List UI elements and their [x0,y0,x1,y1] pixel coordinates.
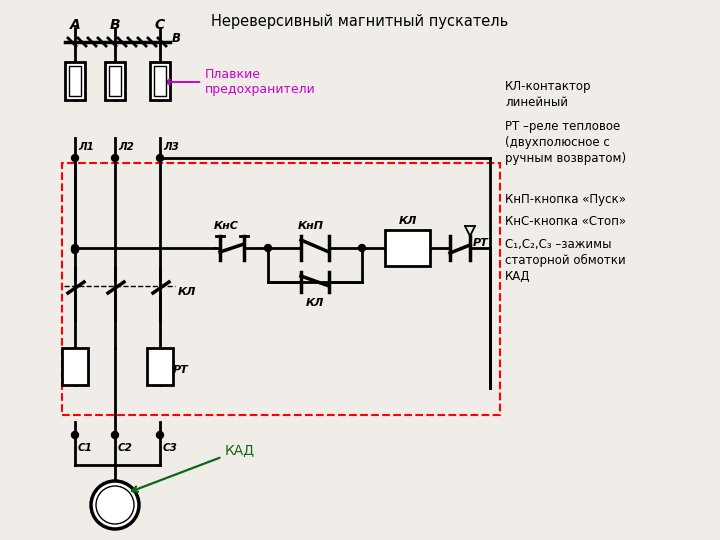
Bar [62,163,500,415]
Text: КЛ-контактор
линейный: КЛ-контактор линейный [505,80,592,109]
Circle shape [71,431,78,438]
Bar [109,66,121,96]
Text: РТ –реле тепловое
(двухполюсное с
ручным возвратом): РТ –реле тепловое (двухполюсное с ручным… [505,120,626,165]
Circle shape [156,154,163,161]
Text: КЛ: КЛ [178,287,197,297]
Text: C: C [155,18,165,32]
Text: КнС-кнопка «Стоп»: КнС-кнопка «Стоп» [505,215,626,228]
Text: РТ: РТ [473,238,489,248]
Text: КнС: КнС [214,221,238,231]
Circle shape [71,154,78,161]
Text: С₁,С₂,С₃ –зажимы
статорной обмотки
КАД: С₁,С₂,С₃ –зажимы статорной обмотки КАД [505,238,626,283]
Text: Л2: Л2 [118,142,134,152]
Text: КнП: КнП [298,221,324,231]
Text: КАД: КАД [132,443,255,492]
Circle shape [71,245,78,252]
Text: С2: С2 [118,443,133,453]
Bar [150,62,170,100]
Circle shape [71,246,78,253]
Text: B: B [172,31,181,44]
Circle shape [156,431,163,438]
Circle shape [112,431,119,438]
Text: Л1: Л1 [78,142,94,152]
Text: Нереверсивный магнитный пускатель: Нереверсивный магнитный пускатель [212,14,508,29]
Bar [147,348,173,385]
Text: A: A [70,18,81,32]
Text: РТ: РТ [173,365,189,375]
Text: С3: С3 [163,443,178,453]
Circle shape [359,245,366,252]
Circle shape [96,486,134,524]
Text: М: М [107,497,122,512]
Text: Л3: Л3 [163,142,179,152]
Circle shape [264,245,271,252]
Circle shape [112,154,119,161]
Text: С1: С1 [78,443,93,453]
Text: КЛ: КЛ [306,298,324,308]
Circle shape [91,481,139,529]
Bar [105,62,125,100]
Bar [69,66,81,96]
Bar [385,230,430,266]
Text: B: B [109,18,120,32]
Bar [154,66,166,96]
Text: КЛ: КЛ [398,216,417,226]
Text: КнП-кнопка «Пуск»: КнП-кнопка «Пуск» [505,193,626,206]
Bar [65,62,85,100]
Bar [62,348,88,385]
Text: Плавкие
предохранители: Плавкие предохранители [165,68,316,96]
